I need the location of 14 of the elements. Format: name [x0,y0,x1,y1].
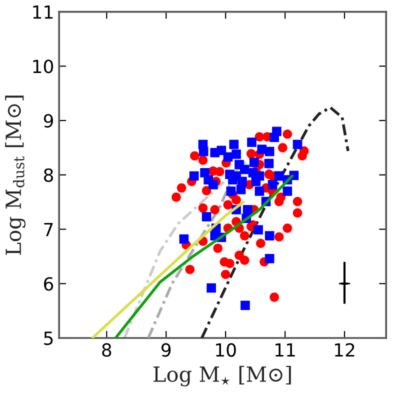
y-tick-label: 8 [44,168,54,182]
y-axis-title: Log M$_{dust}$ [M⊙] [5,96,26,255]
y-tick-label: 6 [44,277,54,291]
x-tick-label: 9 [162,343,171,357]
x-tick-label: 8 [102,343,112,357]
y-tick-label: 9 [44,114,53,128]
x-tick-label: 11 [276,343,295,357]
y-tick-label: 10 [33,60,54,74]
x-tick-label: 10 [216,343,236,357]
x-tick-label: 12 [334,343,354,357]
x-axis-title: Log M$_{⋆}$ [M⊙] [154,366,291,386]
y-tick-label: 11 [33,5,53,19]
y-tick-label: 7 [44,222,53,236]
y-tick-label: 5 [44,332,53,346]
